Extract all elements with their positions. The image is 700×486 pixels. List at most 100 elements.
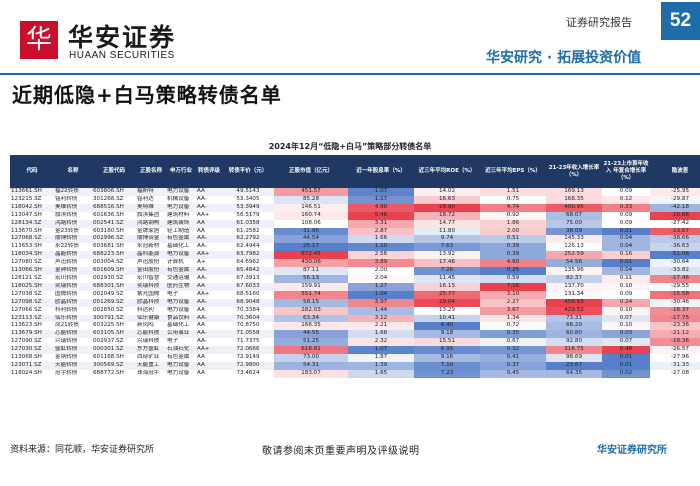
table-cell: 0.11 — [602, 274, 650, 283]
logo-english: HUAAN SECURITIES — [69, 50, 175, 61]
table-cell: 国微转债 — [54, 290, 92, 299]
table-cell: 127038.SZ — [10, 290, 54, 299]
table-cell: 64.35 — [546, 369, 602, 378]
table-cell: 金牌家居 — [136, 227, 166, 236]
table-cell: 2.87 — [348, 227, 414, 236]
table-row: 113066.SH 金钟转债 601609.SH 金田股份 有色金属 AA- 65.4842… — [10, 267, 700, 275]
table-cell: 458.93 — [546, 298, 602, 307]
table-cell: 70.8750 — [222, 322, 274, 331]
table-cell: 顺博转债 — [54, 235, 92, 244]
table-cell: 135.96 — [546, 267, 602, 275]
table-cell: AA- — [196, 338, 222, 347]
table-cell: 0.01 — [602, 259, 650, 268]
table-cell: 56.13 — [274, 274, 348, 283]
table-cell: 1.51 — [480, 188, 546, 196]
table-cell: 44.55 — [274, 330, 348, 339]
table-cell: 113066.SH — [10, 267, 54, 275]
table-cell: 118024.SH — [10, 369, 54, 378]
table-cell: 430.06 — [274, 259, 348, 268]
table-row: 127098.SZ 欧晶转债 001269.SZ 欧晶科技 电力设备 AA- 68.9048… — [10, 298, 700, 307]
table-cell: 铭利达 — [136, 195, 166, 204]
table-cell: AA — [196, 282, 222, 291]
table-cell: 601168.SH — [92, 354, 136, 362]
table-cell: 53.3405 — [222, 195, 274, 204]
column-header: 申万行业 — [166, 155, 196, 188]
table-cell: 金23转债 — [54, 227, 92, 236]
table-cell: AA — [196, 354, 222, 362]
table-cell: 0.37 — [480, 361, 546, 370]
table-cell: 159.91 — [274, 282, 348, 291]
table-cell: -15.58 — [650, 290, 700, 299]
table-cell: 603105.SH — [92, 330, 136, 339]
table-cell: 欧晶转债 — [54, 298, 92, 307]
table-cell: 2.00 — [348, 267, 414, 275]
table-cell: AA — [196, 369, 222, 378]
table-cell: 奕瑞科技 — [136, 282, 166, 291]
table-cell: 顺博合金 — [136, 235, 166, 244]
table-cell: 电力设备 — [166, 203, 196, 212]
table-cell: -27.96 — [650, 354, 700, 362]
table-cell: 603681.SH — [92, 243, 136, 252]
table-cell: 3.89 — [348, 259, 414, 268]
table-row: 127090.SZ 兴瑞转债 002937.SZ 兴瑞科技 电子 AA- 71.7375 51… — [10, 338, 700, 347]
table-cell: 新凤鸣 — [136, 322, 166, 331]
table-cell: 4.90 — [348, 203, 414, 212]
table-cell: 603225.SH — [92, 322, 136, 331]
table-cell: 1.07 — [348, 346, 414, 355]
table-row: 127066.SZ 科利转债 002850.SZ 科达利 电力设备 AA 70.3384 28… — [10, 306, 700, 315]
table-cell: 14.02 — [414, 188, 480, 196]
table-cell: 75.00 — [546, 219, 602, 228]
table-row: 128121.SZ 宏川转债 002930.SZ 宏川智慧 交通运输 AA- 67.3913… — [10, 274, 700, 283]
table-cell: AA- — [196, 267, 222, 275]
table-cell: 芯能科技 — [136, 330, 166, 339]
table-cell: 872.45 — [274, 251, 348, 260]
table-cell: -17.75 — [650, 314, 700, 323]
table-cell: 49.5143 — [222, 188, 274, 196]
column-header: 近三年平均ROE（%） — [414, 155, 480, 188]
table-cell: 电力设备 — [166, 361, 196, 370]
table-cell: 0.07 — [602, 338, 650, 347]
table-row: 128134.SZ 鸿路转债 002541.SZ 鸿路钢构 建筑装饰 AA 61.0358 1… — [10, 219, 700, 228]
table-cell: 铭利转债 — [54, 195, 92, 204]
table-cell: 168.35 — [546, 195, 602, 204]
table-cell: 31.95 — [274, 227, 348, 236]
table-cell: 618.81 — [274, 346, 348, 355]
table-cell: 44.54 — [274, 235, 348, 244]
table-cell: 002049.SZ — [92, 290, 136, 299]
table-cell: 1.66 — [348, 235, 414, 244]
table-cell: 169.13 — [546, 188, 602, 196]
table-row: 127068.SZ 顺博转债 002996.SZ 顺博合金 有色金属 AA- 62.2792… — [10, 235, 700, 244]
table-cell: 62.2792 — [222, 235, 274, 244]
table-row: 127030.SZ 盛虹转债 000301.SZ 东方盛虹 石油石化 AA+ 72.0666… — [10, 346, 700, 355]
table-cell: 鸿路钢构 — [136, 219, 166, 228]
table-cell: AA+ — [196, 211, 222, 220]
table-cell: 0.10 — [602, 306, 650, 315]
table-cell: 113047.SH — [10, 211, 54, 220]
table-cell: 002850.SZ — [92, 306, 136, 315]
table-cell: 仙乐转债 — [54, 314, 92, 323]
table-cell: 72.9149 — [222, 354, 274, 362]
table-cell: -29.55 — [650, 282, 700, 291]
table-cell: 声迅股份 — [136, 259, 166, 268]
table-cell: 0.24 — [602, 298, 650, 307]
table-cell: 11.45 — [414, 274, 480, 283]
table-cell: 基础化工 — [166, 322, 196, 331]
table-cell: 51.25 — [274, 338, 348, 347]
table-cell: 127098.SZ — [10, 298, 54, 307]
column-header: 名称 — [54, 155, 92, 188]
table-cell: 003004.SZ — [92, 259, 136, 268]
table-cell: 晶科能源 — [136, 251, 166, 260]
table-cell: 127080.SZ — [10, 259, 54, 268]
table-cell: 0.09 — [602, 188, 650, 196]
logo-chinese: 华安证券 — [68, 23, 177, 52]
table-cell: 0.75 — [480, 195, 546, 204]
table-cell: 永冠新材 — [136, 243, 166, 252]
table-row: 127038.SZ 国微转债 002049.SZ 紫光国微 电子 AA+ 68.5160 55… — [10, 290, 700, 299]
table-cell: 63.34 — [274, 314, 348, 323]
table-cell: 1.04 — [348, 290, 414, 299]
table-cell: 131.34 — [546, 290, 602, 299]
table-cell: 6.95 — [414, 346, 480, 355]
table-row: 118024.SH 冠宇转债 688772.SH 珠海冠宇 电力设备 AA 73.4624 1… — [10, 369, 700, 378]
table-cell: AA — [196, 306, 222, 315]
table-cell: 凤21转债 — [54, 322, 92, 331]
